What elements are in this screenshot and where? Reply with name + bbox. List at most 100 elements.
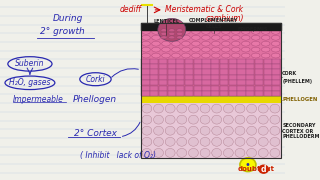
Ellipse shape (177, 104, 187, 113)
Ellipse shape (202, 29, 210, 34)
Ellipse shape (232, 41, 240, 46)
Ellipse shape (202, 35, 210, 40)
Bar (246, 80, 254, 85)
Bar (176, 80, 184, 85)
Ellipse shape (212, 137, 222, 146)
Bar (194, 80, 202, 85)
Ellipse shape (152, 41, 160, 46)
Ellipse shape (177, 32, 183, 35)
Bar (141, 103, 281, 158)
Ellipse shape (242, 47, 250, 52)
Ellipse shape (192, 53, 200, 58)
Bar (228, 59, 237, 64)
Ellipse shape (172, 41, 180, 46)
Bar (203, 75, 211, 80)
Bar (176, 59, 184, 64)
Ellipse shape (271, 41, 280, 46)
Ellipse shape (271, 35, 280, 40)
Text: 2° growth: 2° growth (40, 27, 85, 36)
Bar (185, 86, 193, 91)
Text: H₂O, gases: H₂O, gases (9, 78, 51, 87)
Bar (141, 91, 149, 96)
Ellipse shape (172, 29, 180, 34)
Bar (185, 91, 193, 96)
Bar (168, 86, 176, 91)
Bar (246, 91, 254, 96)
Ellipse shape (142, 47, 150, 52)
Bar (228, 75, 237, 80)
Ellipse shape (212, 29, 220, 34)
Bar (150, 80, 158, 85)
Ellipse shape (252, 41, 260, 46)
Ellipse shape (202, 41, 210, 46)
Text: d: d (261, 165, 266, 174)
Bar (194, 64, 202, 69)
Bar (264, 86, 272, 91)
Bar (237, 69, 245, 75)
Bar (141, 58, 281, 96)
Ellipse shape (142, 137, 152, 146)
Ellipse shape (142, 41, 150, 46)
Ellipse shape (192, 47, 200, 52)
Ellipse shape (202, 53, 210, 58)
Bar (159, 64, 167, 69)
Bar (141, 86, 149, 91)
Ellipse shape (212, 115, 222, 124)
Text: SECONDARY: SECONDARY (282, 123, 316, 128)
Ellipse shape (182, 35, 190, 40)
Bar (141, 59, 149, 64)
Ellipse shape (154, 104, 164, 113)
Bar (246, 69, 254, 75)
Ellipse shape (261, 41, 270, 46)
Ellipse shape (192, 35, 200, 40)
Bar (220, 64, 228, 69)
Ellipse shape (142, 148, 152, 157)
Ellipse shape (235, 104, 245, 113)
Bar (203, 64, 211, 69)
Bar (141, 96, 281, 103)
Ellipse shape (161, 29, 167, 32)
Bar (220, 75, 228, 80)
Bar (220, 69, 228, 75)
Ellipse shape (162, 35, 170, 40)
Text: Phellogen: Phellogen (73, 95, 117, 104)
Ellipse shape (258, 104, 268, 113)
Bar (255, 64, 263, 69)
Ellipse shape (169, 32, 175, 35)
Ellipse shape (258, 126, 268, 135)
Ellipse shape (271, 29, 280, 34)
Ellipse shape (261, 47, 270, 52)
Ellipse shape (235, 115, 245, 124)
Ellipse shape (172, 53, 180, 58)
Bar (246, 64, 254, 69)
Ellipse shape (192, 29, 200, 34)
Bar (255, 69, 263, 75)
Ellipse shape (232, 47, 240, 52)
Text: Corki: Corki (86, 75, 105, 84)
Ellipse shape (154, 148, 164, 157)
Ellipse shape (165, 104, 175, 113)
Ellipse shape (152, 35, 160, 40)
Bar (211, 91, 219, 96)
Ellipse shape (200, 126, 210, 135)
Ellipse shape (172, 47, 180, 52)
Ellipse shape (261, 29, 270, 34)
Text: •: • (245, 160, 251, 170)
Ellipse shape (177, 29, 183, 32)
Ellipse shape (188, 104, 198, 113)
Ellipse shape (242, 29, 250, 34)
Text: cambium): cambium) (205, 14, 244, 22)
Bar (228, 69, 237, 75)
Ellipse shape (232, 29, 240, 34)
Ellipse shape (154, 126, 164, 135)
Bar (272, 80, 280, 85)
Ellipse shape (270, 104, 280, 113)
Ellipse shape (158, 18, 186, 41)
Ellipse shape (212, 41, 220, 46)
Ellipse shape (165, 137, 175, 146)
Ellipse shape (247, 148, 257, 157)
Bar (264, 64, 272, 69)
Ellipse shape (154, 115, 164, 124)
Bar (150, 64, 158, 69)
Ellipse shape (202, 47, 210, 52)
